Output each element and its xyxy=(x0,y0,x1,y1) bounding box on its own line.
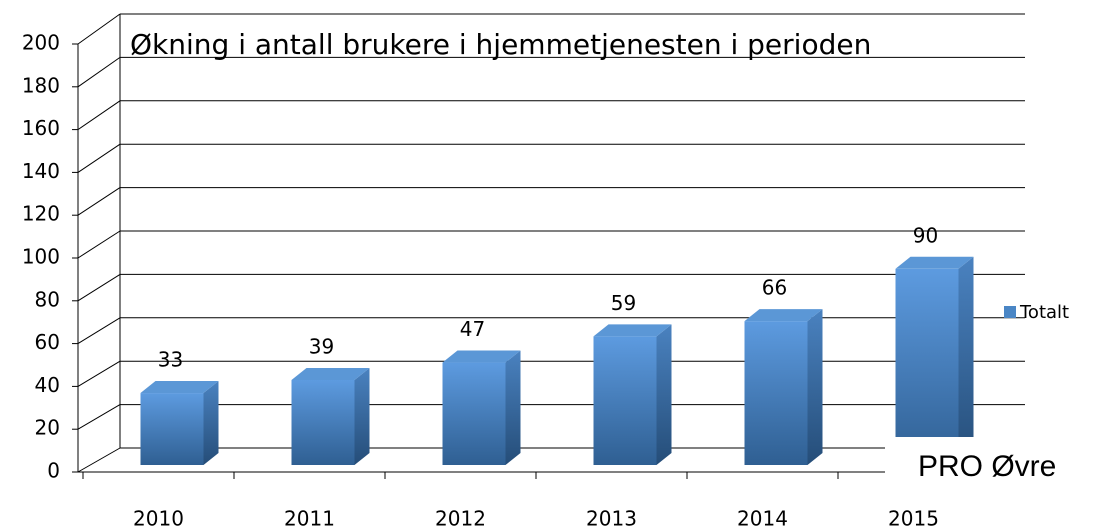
grid-line xyxy=(77,360,121,387)
bar xyxy=(895,256,974,465)
chart-title: Økning i antall brukere i hjemmetjeneste… xyxy=(130,28,871,61)
y-tick-label: 100 xyxy=(22,245,60,269)
bar xyxy=(140,381,219,465)
bar xyxy=(744,309,823,465)
y-tick-label: 200 xyxy=(22,31,60,55)
bar xyxy=(291,367,370,465)
annotation: PRO Øvre xyxy=(918,450,1056,483)
grid-line xyxy=(77,404,121,430)
legend-swatch xyxy=(1004,306,1016,318)
bar-side xyxy=(354,367,370,465)
bar-front xyxy=(140,393,204,465)
bar xyxy=(593,324,672,465)
data-label: 66 xyxy=(762,276,787,300)
x-tick-label: 2014 xyxy=(737,507,788,531)
x-tick-label: 2010 xyxy=(133,507,184,531)
data-label: 33 xyxy=(158,348,183,372)
y-tick-label: 140 xyxy=(22,159,60,183)
x-tick-label: 2015 xyxy=(888,507,939,531)
bar xyxy=(442,350,521,465)
data-label: 90 xyxy=(913,223,938,247)
bar-top xyxy=(895,256,974,269)
bar-front xyxy=(442,362,506,465)
y-tick-label: 60 xyxy=(35,330,60,354)
y-tick-label: 180 xyxy=(22,73,60,97)
grid-line xyxy=(77,143,121,173)
bars: 33 39 47 59 66 90 xyxy=(140,223,974,465)
legend-label: Totalt xyxy=(1019,302,1069,323)
x-tick-label: 2011 xyxy=(284,507,335,531)
bar-top xyxy=(291,367,370,380)
y-tick-label: 80 xyxy=(35,287,60,311)
grid-line xyxy=(77,100,121,131)
grid-line xyxy=(77,56,121,88)
bar-side xyxy=(807,309,823,465)
grid-line xyxy=(77,317,121,345)
data-label: 39 xyxy=(309,334,334,358)
grid-line xyxy=(77,230,121,259)
grid: 0 20 40 60 80 100 120 140 160 180 200 2010 2011 2012 2… xyxy=(22,13,1025,531)
grid-line xyxy=(77,273,121,302)
y-tick-label: 20 xyxy=(35,416,60,440)
bar-top xyxy=(593,324,672,337)
data-label: 59 xyxy=(611,291,636,315)
bar-front xyxy=(895,268,959,465)
bar-front xyxy=(744,321,808,465)
y-tick-label: 160 xyxy=(22,116,60,140)
bar-side xyxy=(958,256,974,465)
x-tick-label: 2013 xyxy=(586,507,637,531)
y-tick-label: 0 xyxy=(47,459,60,483)
bar-top xyxy=(140,381,219,394)
annotation-box xyxy=(885,437,1102,501)
y-tick-label: 40 xyxy=(35,373,60,397)
bar-front xyxy=(291,379,355,465)
grid-line xyxy=(77,447,121,473)
bar-side xyxy=(656,324,672,465)
bar-front xyxy=(593,336,657,465)
x-tick-label: 2012 xyxy=(435,507,486,531)
data-label: 47 xyxy=(460,317,485,341)
y-tick-label: 120 xyxy=(22,202,60,226)
bar-side xyxy=(505,350,521,465)
bar-top xyxy=(744,309,823,322)
grid-line xyxy=(77,187,121,216)
bar-top xyxy=(442,350,521,363)
grid-line xyxy=(77,13,121,45)
bar-side xyxy=(203,381,219,465)
